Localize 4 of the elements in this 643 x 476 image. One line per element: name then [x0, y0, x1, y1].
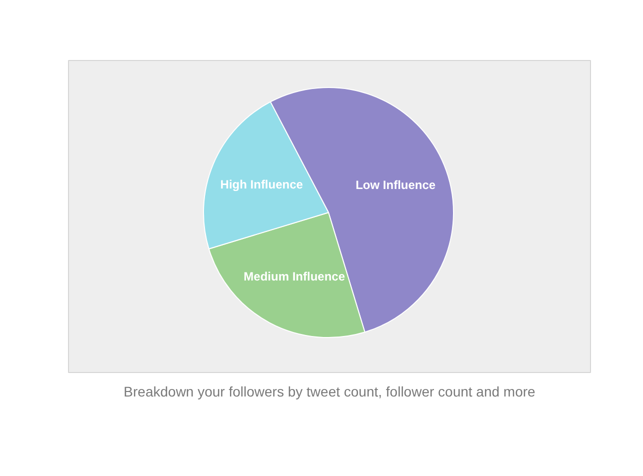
slice-label: Medium Influence: [244, 269, 346, 284]
text: Breakdown your followers by tweet count, follower count and more: [124, 384, 536, 400]
slice-label: Low Influence: [356, 178, 436, 192]
slice-label: High Influence: [220, 178, 304, 192]
